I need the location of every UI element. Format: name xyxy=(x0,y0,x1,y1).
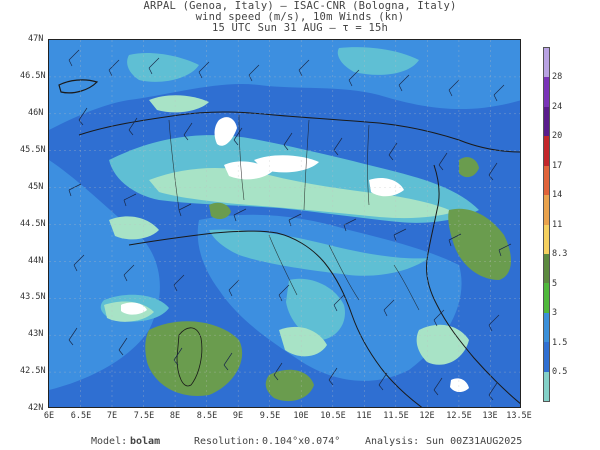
very-light-zone-west xyxy=(109,216,159,240)
very-light-zone-south xyxy=(279,326,327,357)
light-blue-zone-west xyxy=(49,160,160,390)
colorbar-segment xyxy=(544,48,549,78)
colorbar-label: 5 xyxy=(552,279,558,289)
calm-patch-d xyxy=(369,178,404,197)
grid-lines xyxy=(49,40,520,407)
colorbar-label: 1.5 xyxy=(552,338,568,348)
colorbar-segment xyxy=(544,342,549,373)
analysis-label: Analysis: xyxy=(365,436,420,447)
lat-label: 44.5N xyxy=(20,219,46,229)
lon-label: 11E xyxy=(356,411,372,421)
coastline-ligurian xyxy=(128,230,423,407)
model-value: bolam xyxy=(130,436,161,447)
strong-zone-south xyxy=(265,369,314,402)
resolution-value: 0.104°x0.074° xyxy=(262,436,341,447)
lon-label: 9E xyxy=(232,411,244,421)
lat-label: 42N xyxy=(28,403,44,413)
region-borders xyxy=(168,114,420,311)
lon-label: 11.5E xyxy=(383,411,409,421)
lon-label: 7E xyxy=(106,411,118,421)
title-line-2: wind speed (m/s), 10m Winds (kn) xyxy=(195,11,405,23)
colorbar-segment xyxy=(544,283,549,314)
wind-speed-map xyxy=(48,39,521,408)
analysis-value: Sun 00Z31AUG2025 xyxy=(426,436,523,447)
lat-label: 42.5N xyxy=(20,366,46,376)
lon-label: 13E xyxy=(482,411,498,421)
colorbar-segment xyxy=(544,224,549,255)
lat-label: 44N xyxy=(28,256,44,266)
colorbar-label: 3 xyxy=(552,308,558,318)
calm-patch-f xyxy=(450,378,469,393)
colorbar-label: 28 xyxy=(552,72,563,82)
colorbar-segment xyxy=(544,253,549,284)
lon-label: 13.5E xyxy=(506,411,532,421)
lat-label: 43N xyxy=(28,329,44,339)
calm-patch-a xyxy=(214,117,237,146)
lat-label: 47N xyxy=(28,34,44,44)
teal-patch-north xyxy=(127,53,199,82)
wind-field-layer xyxy=(49,40,520,407)
very-light-zone-north xyxy=(149,95,209,113)
title-line-1: ARPAL (Genoa, Italy) – ISAC-CNR (Bologna… xyxy=(143,0,457,12)
calm-patch-c xyxy=(254,155,319,173)
lat-label: 43.5N xyxy=(20,292,46,302)
lon-label: 12.5E xyxy=(446,411,472,421)
strong-zone-ligurian xyxy=(209,202,231,220)
lon-label: 8.5E xyxy=(196,411,218,421)
colorbar-label: 24 xyxy=(552,102,563,112)
colorbar-label: 8.3 xyxy=(552,249,568,259)
colorbar-label: 0.5 xyxy=(552,367,568,377)
lon-label: 12E xyxy=(419,411,435,421)
teal-band-apennines xyxy=(209,229,429,276)
lon-label: 10.5E xyxy=(320,411,346,421)
resolution-label: Resolution: xyxy=(194,436,261,447)
lon-label: 10E xyxy=(293,411,309,421)
lon-label: 7.5E xyxy=(133,411,155,421)
coastline-adriatic xyxy=(426,164,520,404)
colorbar-segment xyxy=(544,312,549,343)
wind-speed-colorbar xyxy=(543,47,550,402)
lon-label: 6E xyxy=(43,411,55,421)
colorbar-label: 20 xyxy=(552,131,563,141)
lat-label: 46.5N xyxy=(20,71,46,81)
model-label: Model: xyxy=(91,436,128,447)
lon-label: 6.5E xyxy=(70,411,92,421)
lat-label: 46N xyxy=(28,108,44,118)
colorbar-segment xyxy=(544,77,549,108)
teal-patch-northeast xyxy=(337,47,419,75)
very-light-zone-po xyxy=(149,168,454,219)
title-line-3: 15 UTC Sun 31 AUG – τ = 15h xyxy=(211,22,389,34)
lon-label: 8E xyxy=(169,411,181,421)
colorbar-segment xyxy=(544,195,549,225)
teal-patch-tuscany xyxy=(286,278,345,340)
lake-geneva xyxy=(58,79,99,94)
colorbar-segment xyxy=(544,106,549,137)
colorbar-label: 14 xyxy=(552,190,563,200)
strong-zone-adriatic xyxy=(448,208,511,280)
colorbar-label: 11 xyxy=(552,220,563,230)
colorbar-segment xyxy=(544,371,549,402)
colorbar-segment xyxy=(544,136,549,167)
lon-label: 9.5E xyxy=(259,411,281,421)
colorbar-label: 17 xyxy=(552,161,563,171)
colorbar-segment xyxy=(544,165,549,196)
strong-zone-tyrrhenian xyxy=(145,321,243,396)
calm-patch-e xyxy=(121,302,147,315)
lat-label: 45N xyxy=(28,182,44,192)
strong-zone-trieste xyxy=(459,157,479,178)
lat-label: 45.5N xyxy=(20,145,46,155)
corsica-outline xyxy=(176,327,203,387)
